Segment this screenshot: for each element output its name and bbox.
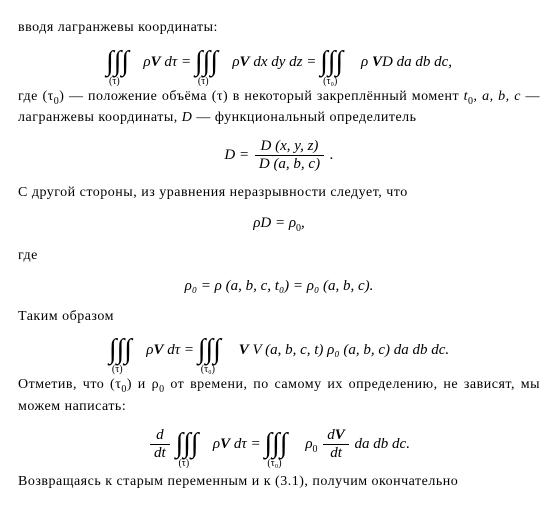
triple-int-tau-2: ∫∫∫(τ) — [195, 48, 229, 77]
p2e: — функциональный определитель — [192, 110, 416, 125]
dV-V: V — [335, 427, 345, 443]
para-noting: Отметив, что (τ0) и ρ0 от времени, по са… — [18, 375, 540, 416]
frac-D: D (x, y, z) D (a, b, c) — [255, 138, 324, 174]
eq5-rhs: V (a, b, c, t) ρ₀ (a, b, c) da db dc. — [252, 342, 449, 358]
dxdydz: dx dy dz — [253, 54, 302, 70]
dtau-6: dτ — [234, 436, 247, 452]
frac-num: D (x, y, z) — [255, 138, 324, 156]
p2c1: , — [474, 89, 483, 104]
D-lhs: D — [224, 147, 235, 163]
p6b: ) и ρ — [127, 377, 159, 392]
equation-4: ρ₀ = ρ (a, b, c, t₀) = ρ₀ (a, b, c). — [18, 276, 540, 297]
dtau-5: dτ — [167, 342, 180, 358]
dadbdc: da db dc — [397, 54, 449, 70]
dVdt-den: dt — [323, 445, 349, 462]
equation-2: D = D (x, y, z) D (a, b, c) . — [18, 138, 540, 174]
triple-int-tau-1: ∫∫∫(τ) — [106, 48, 140, 77]
triple-int-tau-4: ∫∫∫(τ) — [175, 430, 209, 459]
eq3-lhs: ρD = ρ — [253, 215, 296, 231]
para-where: где — [18, 246, 540, 266]
rho-3: ρ — [361, 54, 368, 70]
dtau: dτ — [164, 54, 177, 70]
V-6: V — [220, 436, 230, 452]
triple-int-tau0-2: ∫∫∫(τ₀) — [198, 336, 235, 365]
para-thus: Таким образом — [18, 307, 540, 327]
triple-int-tau0-3: ∫∫∫(τ₀) — [264, 430, 301, 459]
eq3-sub: 0 — [296, 223, 301, 234]
rho-6b: ρ — [305, 436, 312, 452]
abc: a, b, c — [482, 89, 521, 104]
dVdt-frac: dV dt — [323, 427, 349, 463]
p6a: Отметив, что (τ — [18, 377, 121, 392]
D-1: D — [382, 54, 393, 70]
para-returning: Возвращаясь к старым переменным и к (3.1… — [18, 472, 540, 492]
V-2: V — [240, 54, 250, 70]
rho-5: ρ — [146, 342, 153, 358]
eq4-body: ρ₀ = ρ (a, b, c, t₀) = ρ₀ (a, b, c). — [185, 278, 374, 294]
equation-3: ρD = ρ0, — [18, 213, 540, 236]
triple-int-tau0-1: ∫∫∫(τ₀) — [320, 48, 357, 77]
D-label: D — [182, 110, 193, 125]
ddt-den: dt — [150, 445, 170, 462]
dadbdc-6: da db dc — [355, 436, 407, 452]
V: V — [151, 54, 161, 70]
equation-6: d dt ∫∫∫(τ) ρV dτ = ∫∫∫(τ₀) ρ0 dV dt da … — [18, 427, 540, 463]
equation-1: ∫∫∫(τ) ρV dτ = ∫∫∫(τ) ρV dx dy dz = ∫∫∫(… — [18, 48, 540, 77]
V-5: V — [154, 342, 164, 358]
rho0-sub: 0 — [313, 444, 318, 455]
equation-5: ∫∫∫(τ) ρV dτ = ∫∫∫(τ₀) V V (a, b, c, t) … — [18, 336, 540, 365]
para-other-hand: С другой стороны, из уравнения неразрывн… — [18, 183, 540, 203]
V-5b: V — [239, 342, 249, 358]
ddt-num: d — [150, 427, 170, 445]
para-where-tau0: где (τ0) — положение объёма (τ) в некото… — [18, 87, 540, 128]
frac-den: D (a, b, c) — [255, 156, 324, 173]
V-3: V — [372, 54, 382, 70]
p2a: где (τ — [18, 89, 54, 104]
para-intro: вводя лагранжевы координаты: — [18, 18, 540, 38]
p2b: ) — положение объёма (τ) в некоторый зак… — [59, 89, 463, 104]
ddt-frac: d dt — [150, 427, 170, 463]
triple-int-tau-3: ∫∫∫(τ) — [109, 336, 143, 365]
rho-2: ρ — [232, 54, 239, 70]
rho: ρ — [143, 54, 150, 70]
